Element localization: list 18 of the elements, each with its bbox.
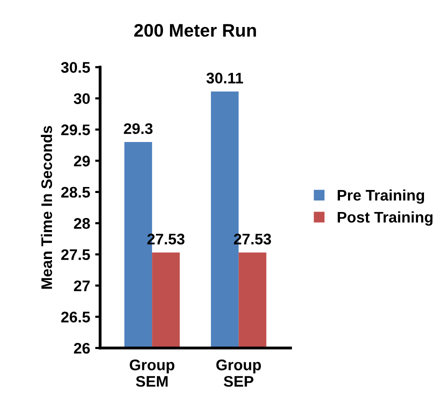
y-tick-label: 27.5 [61, 249, 90, 260]
y-tick-label: 30 [74, 93, 90, 104]
y-tick-label: 29.5 [61, 124, 90, 136]
y-tick-label: 26 [74, 342, 90, 354]
x-tick-label: Group SEM [130, 360, 174, 387]
y-tick-label: 28 [74, 218, 90, 229]
legend-label: Pre Training [338, 189, 424, 204]
x-tick-label: Group SEP [216, 360, 261, 387]
data-label: 29.3 [124, 123, 153, 134]
legend-label: Post Training [338, 211, 432, 226]
chart-title: 200 Meter Run [134, 24, 256, 37]
y-tick-label: 26.5 [61, 312, 90, 322]
y-axis-title: Mean Time In Seconds [40, 126, 52, 289]
y-tick-label: 29 [74, 156, 90, 166]
y-tick-label: 27 [74, 280, 90, 292]
y-tick-label: 30.5 [61, 62, 90, 73]
data-label: 30.11 [206, 72, 244, 84]
y-tick-label: 28.5 [61, 186, 90, 198]
